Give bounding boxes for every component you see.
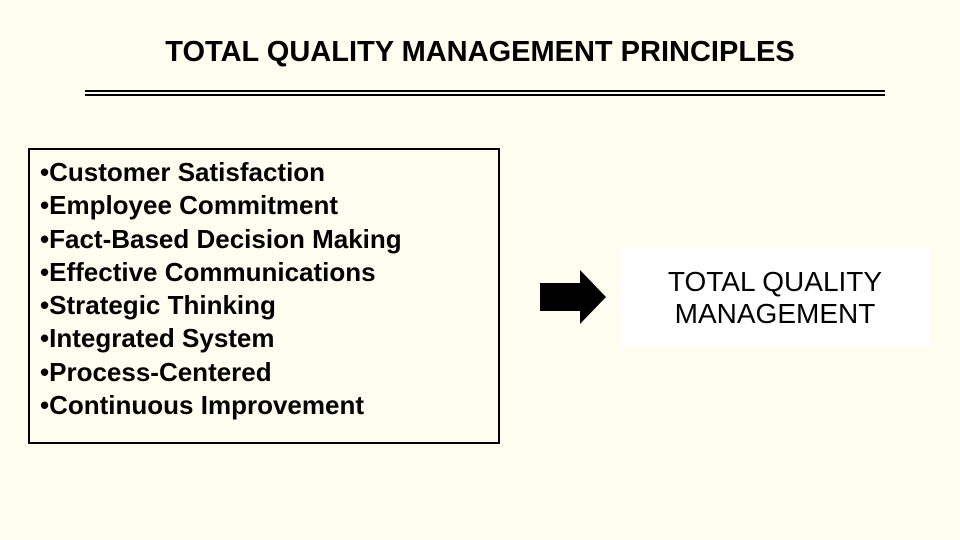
principle-item: •Process-Centered: [40, 356, 488, 389]
principle-label: Employee Commitment: [49, 190, 338, 220]
title-underline: [85, 90, 885, 96]
bullet-icon: •: [40, 189, 49, 222]
principle-label: Process-Centered: [49, 357, 272, 387]
principle-item: •Effective Communications: [40, 256, 488, 289]
result-box: TOTAL QUALITY MANAGEMENT: [620, 248, 930, 348]
arrow-polygon: [540, 270, 606, 324]
result-line-1: TOTAL QUALITY: [668, 266, 882, 298]
principle-item: •Fact-Based Decision Making: [40, 223, 488, 256]
principle-label: Integrated System: [49, 323, 274, 353]
bullet-icon: •: [40, 389, 49, 422]
bullet-icon: •: [40, 322, 49, 355]
result-line-2: MANAGEMENT: [675, 298, 876, 330]
principle-item: •Strategic Thinking: [40, 289, 488, 322]
arrow-right-icon: [540, 270, 606, 324]
principle-label: Effective Communications: [49, 257, 376, 287]
bullet-icon: •: [40, 223, 49, 256]
principle-label: Strategic Thinking: [49, 290, 276, 320]
principle-item: •Integrated System: [40, 322, 488, 355]
bullet-icon: •: [40, 156, 49, 189]
bullet-icon: •: [40, 356, 49, 389]
bullet-icon: •: [40, 256, 49, 289]
principles-box: •Customer Satisfaction•Employee Commitme…: [28, 148, 500, 444]
principle-label: Fact-Based Decision Making: [49, 224, 402, 254]
principle-label: Customer Satisfaction: [49, 157, 325, 187]
principle-label: Continuous Improvement: [49, 390, 364, 420]
principle-item: •Continuous Improvement: [40, 389, 488, 422]
principle-item: •Customer Satisfaction: [40, 156, 488, 189]
bullet-icon: •: [40, 289, 49, 322]
principle-item: •Employee Commitment: [40, 189, 488, 222]
slide-title: TOTAL QUALITY MANAGEMENT PRINCIPLES: [0, 36, 960, 69]
